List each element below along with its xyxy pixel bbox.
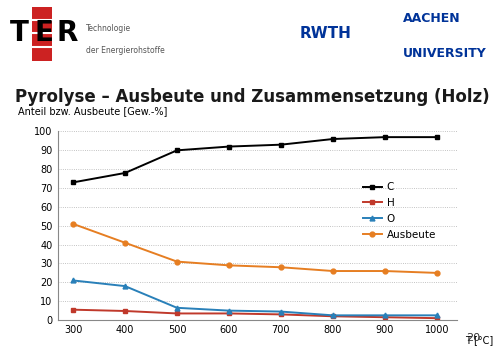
Text: T: T xyxy=(10,19,29,47)
Text: Anteil bzw. Ausbeute [Gew.-%]: Anteil bzw. Ausbeute [Gew.-%] xyxy=(18,106,167,116)
Text: AACHEN: AACHEN xyxy=(402,12,460,25)
Text: R: R xyxy=(56,19,78,47)
Text: E: E xyxy=(34,19,53,47)
Text: der Energierohstoffe: der Energierohstoffe xyxy=(86,46,164,55)
Text: Technologie: Technologie xyxy=(86,24,130,33)
Text: Pyrolyse – Ausbeute und Zusammensetzung (Holz): Pyrolyse – Ausbeute und Zusammensetzung … xyxy=(15,88,490,106)
FancyBboxPatch shape xyxy=(32,8,52,61)
Text: UNIVERSITY: UNIVERSITY xyxy=(402,47,486,60)
Legend: C, H, O, Ausbeute: C, H, O, Ausbeute xyxy=(358,178,440,244)
Text: 20: 20 xyxy=(466,333,480,343)
Text: T [°C]: T [°C] xyxy=(466,335,494,345)
Text: RWTH: RWTH xyxy=(300,26,352,41)
